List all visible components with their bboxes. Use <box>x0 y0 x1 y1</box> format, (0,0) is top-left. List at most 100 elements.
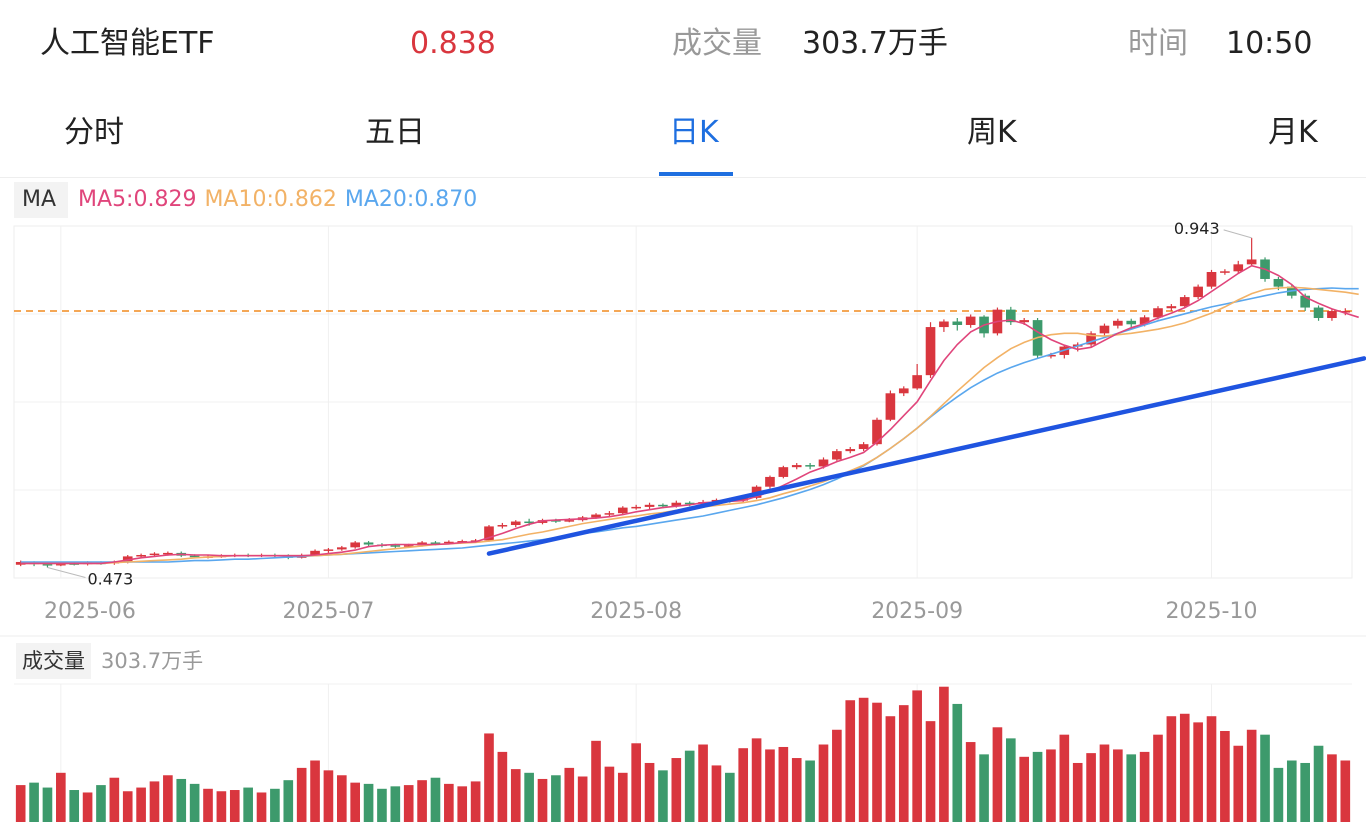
volume-bar <box>765 749 775 822</box>
candle <box>15 560 26 567</box>
volume-bar <box>229 790 240 822</box>
volume-bar <box>898 705 909 822</box>
volume-bar <box>845 700 856 822</box>
candle-body <box>1327 311 1337 319</box>
volume-bar <box>1220 730 1230 822</box>
volume-bar <box>1099 744 1110 822</box>
candle-body <box>617 507 628 514</box>
candle <box>1193 284 1203 300</box>
candle <box>1099 323 1110 336</box>
volume-bar <box>149 781 160 822</box>
x-axis-labels: 2025-06 2025-07 2025-08 2025-09 2025-10 <box>44 599 1257 624</box>
candle-body <box>149 553 160 556</box>
candle <box>939 319 949 332</box>
ma-tag[interactable]: MA <box>14 182 69 218</box>
candle-body <box>430 542 441 544</box>
candle-body <box>163 552 173 555</box>
candle-body <box>939 321 949 328</box>
volume-bar <box>189 783 200 822</box>
volume-bar <box>1005 738 1016 822</box>
tab-five-day[interactable]: 五日 <box>365 115 425 150</box>
candle-body <box>965 316 976 325</box>
candle <box>1327 308 1337 321</box>
candle-body <box>1046 354 1056 357</box>
candle-body <box>1246 259 1257 265</box>
volume-bar <box>952 703 963 822</box>
candle-body <box>1019 320 1030 323</box>
candle <box>858 442 869 452</box>
volume-bar <box>564 767 575 822</box>
volume-bar <box>82 792 93 822</box>
candle <box>912 364 922 390</box>
volume-bar <box>885 716 896 822</box>
x-axis-label: 2025-06 <box>44 599 136 624</box>
candle <box>1220 269 1230 275</box>
candle <box>1233 260 1244 274</box>
volume-bar <box>176 778 187 822</box>
volume-tag[interactable]: 成交量 <box>16 643 91 679</box>
x-axis-label: 2025-09 <box>871 599 963 624</box>
candle-body <box>497 525 508 527</box>
candle-body <box>484 526 494 541</box>
candle-body <box>765 476 775 487</box>
candle <box>925 322 936 378</box>
volume-bar <box>939 686 949 822</box>
tab-weekly-k[interactable]: 周K <box>967 115 1017 150</box>
candle-body <box>684 502 695 505</box>
candle-body <box>1086 333 1096 345</box>
volume-bar <box>1193 722 1203 822</box>
candle-body <box>524 521 534 524</box>
volume-bar <box>1300 762 1310 822</box>
candle-body <box>858 444 869 450</box>
volume-bar <box>644 762 655 822</box>
volume-bar <box>604 766 615 822</box>
candle-body <box>363 542 374 545</box>
candle-body <box>1113 320 1123 326</box>
volume-bar <box>390 786 401 822</box>
candle <box>778 465 789 479</box>
volume-bar <box>1086 753 1096 822</box>
volume-bar <box>1032 751 1043 822</box>
volume-bar <box>444 783 454 822</box>
candle <box>497 522 508 529</box>
candle <box>965 314 976 328</box>
volume-bar <box>510 769 521 822</box>
volume-bar <box>403 785 414 822</box>
volume-value: 303.7万手 <box>802 26 948 61</box>
volume-bar <box>1113 749 1123 822</box>
candle-body <box>510 521 521 526</box>
volume-bar <box>470 781 481 822</box>
candle <box>1086 331 1096 347</box>
volume-bar <box>617 772 628 822</box>
volume-bar <box>29 782 39 822</box>
candle-body <box>805 465 815 467</box>
candle-body <box>350 542 361 548</box>
volume-bar <box>979 754 989 822</box>
tab-monthly-k[interactable]: 月K <box>1268 115 1318 150</box>
volume-bar <box>778 746 789 822</box>
ma5-line <box>20 264 1359 565</box>
volume-bars <box>15 686 1351 822</box>
candle-body <box>952 321 963 325</box>
volume-bar <box>858 697 869 822</box>
candle <box>336 545 347 551</box>
candle-body <box>738 497 749 501</box>
volume-bar <box>818 744 829 822</box>
candle <box>484 525 494 542</box>
candle-body <box>872 419 882 445</box>
volume-bar <box>551 775 561 822</box>
volume-bar <box>537 778 548 822</box>
candle <box>617 506 628 515</box>
volume-bar <box>1046 749 1056 822</box>
volume-bar <box>711 765 722 822</box>
volume-bar <box>310 760 320 822</box>
tab-intraday[interactable]: 分时 <box>64 115 124 150</box>
candle <box>1179 295 1190 309</box>
tab-daily-k[interactable]: 日K <box>669 115 719 150</box>
candle <box>1126 318 1137 328</box>
candle-body <box>1166 306 1177 309</box>
volume-bar <box>1072 762 1083 822</box>
volume-bar <box>1179 713 1190 822</box>
candle-body <box>644 504 655 507</box>
